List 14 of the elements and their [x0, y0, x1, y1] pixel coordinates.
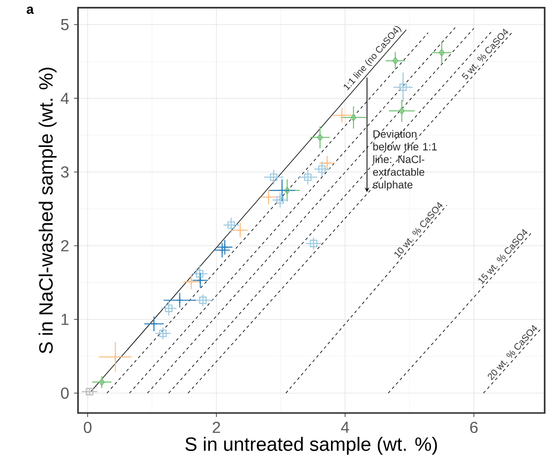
annotation: Deviation below the 1:1 line: NaCl-extractable sulphate [372, 130, 437, 191]
text: a [26, 6, 34, 14]
y-tick-label: 2 [61, 240, 68, 252]
x-tick-label: 6 [470, 422, 478, 434]
y-axis-title: S in NaCl-washed sample (wt. %) [38, 68, 57, 354]
x-tick-label: 4 [341, 422, 350, 433]
y-tick-label: 1 [62, 314, 69, 325]
y-tick-label: 3 [60, 166, 69, 178]
y-tick-label: 0 [61, 387, 69, 399]
x-tick-label: 2 [212, 422, 220, 433]
x-tick-label: 0 [84, 422, 92, 434]
y-tick-label: 5 [61, 19, 69, 30]
y-tick-label: 4 [60, 92, 69, 104]
x-axis-title: S in untreated sample (wt. %) [185, 436, 437, 455]
